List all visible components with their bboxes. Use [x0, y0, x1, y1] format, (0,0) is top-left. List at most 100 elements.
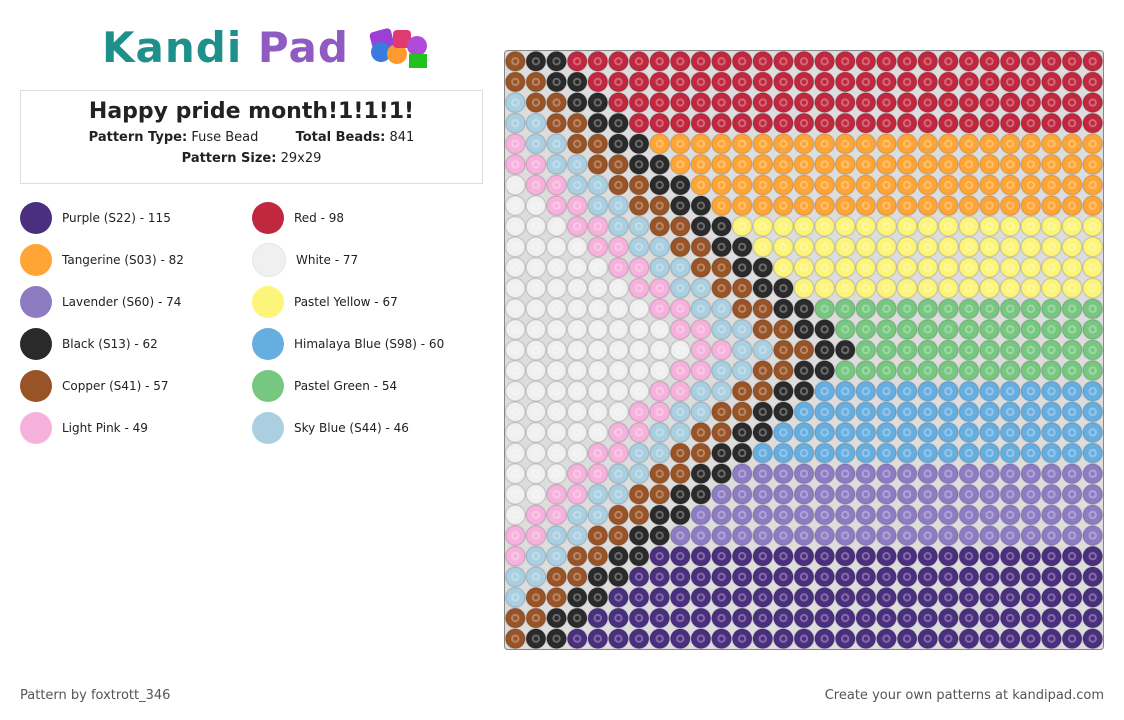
bead-hole [964, 572, 974, 582]
bead-hole [696, 469, 706, 478]
bead [628, 153, 650, 175]
bead [1061, 463, 1083, 485]
bead [999, 360, 1021, 382]
bead [628, 545, 650, 567]
bead-hole [1006, 57, 1015, 66]
bead-hole [923, 57, 932, 66]
bead [525, 421, 547, 444]
bead-hole [758, 180, 767, 190]
bead [566, 215, 588, 237]
bead-hole [696, 325, 706, 334]
bead-hole [779, 428, 788, 437]
bead-hole [964, 180, 974, 190]
bead-hole [779, 263, 788, 272]
bead [999, 153, 1021, 175]
bead-hole [944, 304, 953, 313]
bead [814, 236, 836, 258]
bead [979, 277, 1001, 299]
bead-hole [1047, 531, 1056, 540]
bead [628, 195, 650, 217]
bead-hole [1088, 490, 1097, 499]
bead-hole [593, 469, 602, 478]
bead [793, 339, 815, 361]
bead-hole [882, 222, 891, 231]
bead [772, 360, 794, 382]
bead [587, 483, 609, 505]
bead-hole [655, 407, 664, 417]
bead [1082, 318, 1104, 340]
bead-hole [861, 572, 871, 582]
bead [855, 566, 877, 588]
bead [628, 566, 650, 588]
bead [752, 215, 774, 237]
bead-hole [737, 407, 747, 417]
bead-hole [1047, 490, 1056, 499]
bead [855, 628, 877, 650]
bead [649, 483, 671, 505]
bead [710, 607, 733, 629]
bead-hole [964, 593, 974, 602]
bead-hole [593, 572, 602, 582]
bead [937, 195, 959, 217]
bead [772, 195, 794, 217]
bead-hole [614, 118, 623, 128]
bead [649, 421, 671, 444]
bead [1082, 133, 1104, 155]
bead-hole [1026, 552, 1036, 561]
bead-hole [799, 510, 809, 520]
bead [999, 586, 1021, 609]
bead [545, 91, 568, 114]
bead [525, 339, 547, 361]
bead [545, 401, 568, 423]
bead-hole [964, 98, 974, 107]
bead [1061, 318, 1083, 340]
color-swatch [252, 202, 284, 234]
bead [834, 628, 856, 650]
logo[interactable]: Kandi Pad [102, 22, 437, 72]
bead [669, 298, 691, 320]
bead [793, 380, 815, 402]
bead-hole [634, 57, 644, 66]
bead [628, 298, 650, 320]
bead-hole [593, 98, 602, 107]
bead-hole [1088, 139, 1097, 148]
bead [834, 504, 856, 526]
bead-hole [552, 613, 561, 623]
bead-hole [882, 263, 891, 272]
bead-hole [779, 160, 788, 169]
bead-hole [572, 490, 582, 499]
bead-hole [882, 57, 891, 66]
bead-hole [1088, 407, 1097, 417]
bead-hole [1088, 304, 1097, 313]
bead [772, 483, 794, 505]
bead [587, 71, 609, 93]
bead [958, 174, 980, 196]
bead-hole [572, 613, 582, 623]
bead-hole [1047, 77, 1056, 87]
bead-hole [531, 98, 541, 107]
bead [855, 586, 877, 609]
bead [504, 174, 526, 196]
bead-hole [902, 283, 912, 293]
bead-hole [1067, 180, 1077, 190]
bead-hole [820, 263, 829, 272]
bead-hole [655, 77, 664, 87]
bead-hole [634, 448, 644, 458]
bead [937, 483, 959, 505]
bead [525, 401, 547, 423]
bead-hole [511, 552, 520, 561]
bead-hole [841, 57, 850, 66]
footer-link[interactable]: Create your own patterns at kandipad.com [824, 688, 1104, 703]
bead [587, 525, 609, 547]
bead-hole [964, 531, 974, 540]
bead [834, 277, 856, 299]
bead-hole [593, 448, 602, 458]
bead [731, 421, 753, 444]
bead-hole [985, 552, 994, 561]
bead [917, 607, 939, 629]
bead [504, 442, 526, 464]
bead [710, 195, 733, 217]
bead [937, 277, 959, 299]
bead [607, 339, 629, 361]
bead-hole [593, 531, 602, 540]
